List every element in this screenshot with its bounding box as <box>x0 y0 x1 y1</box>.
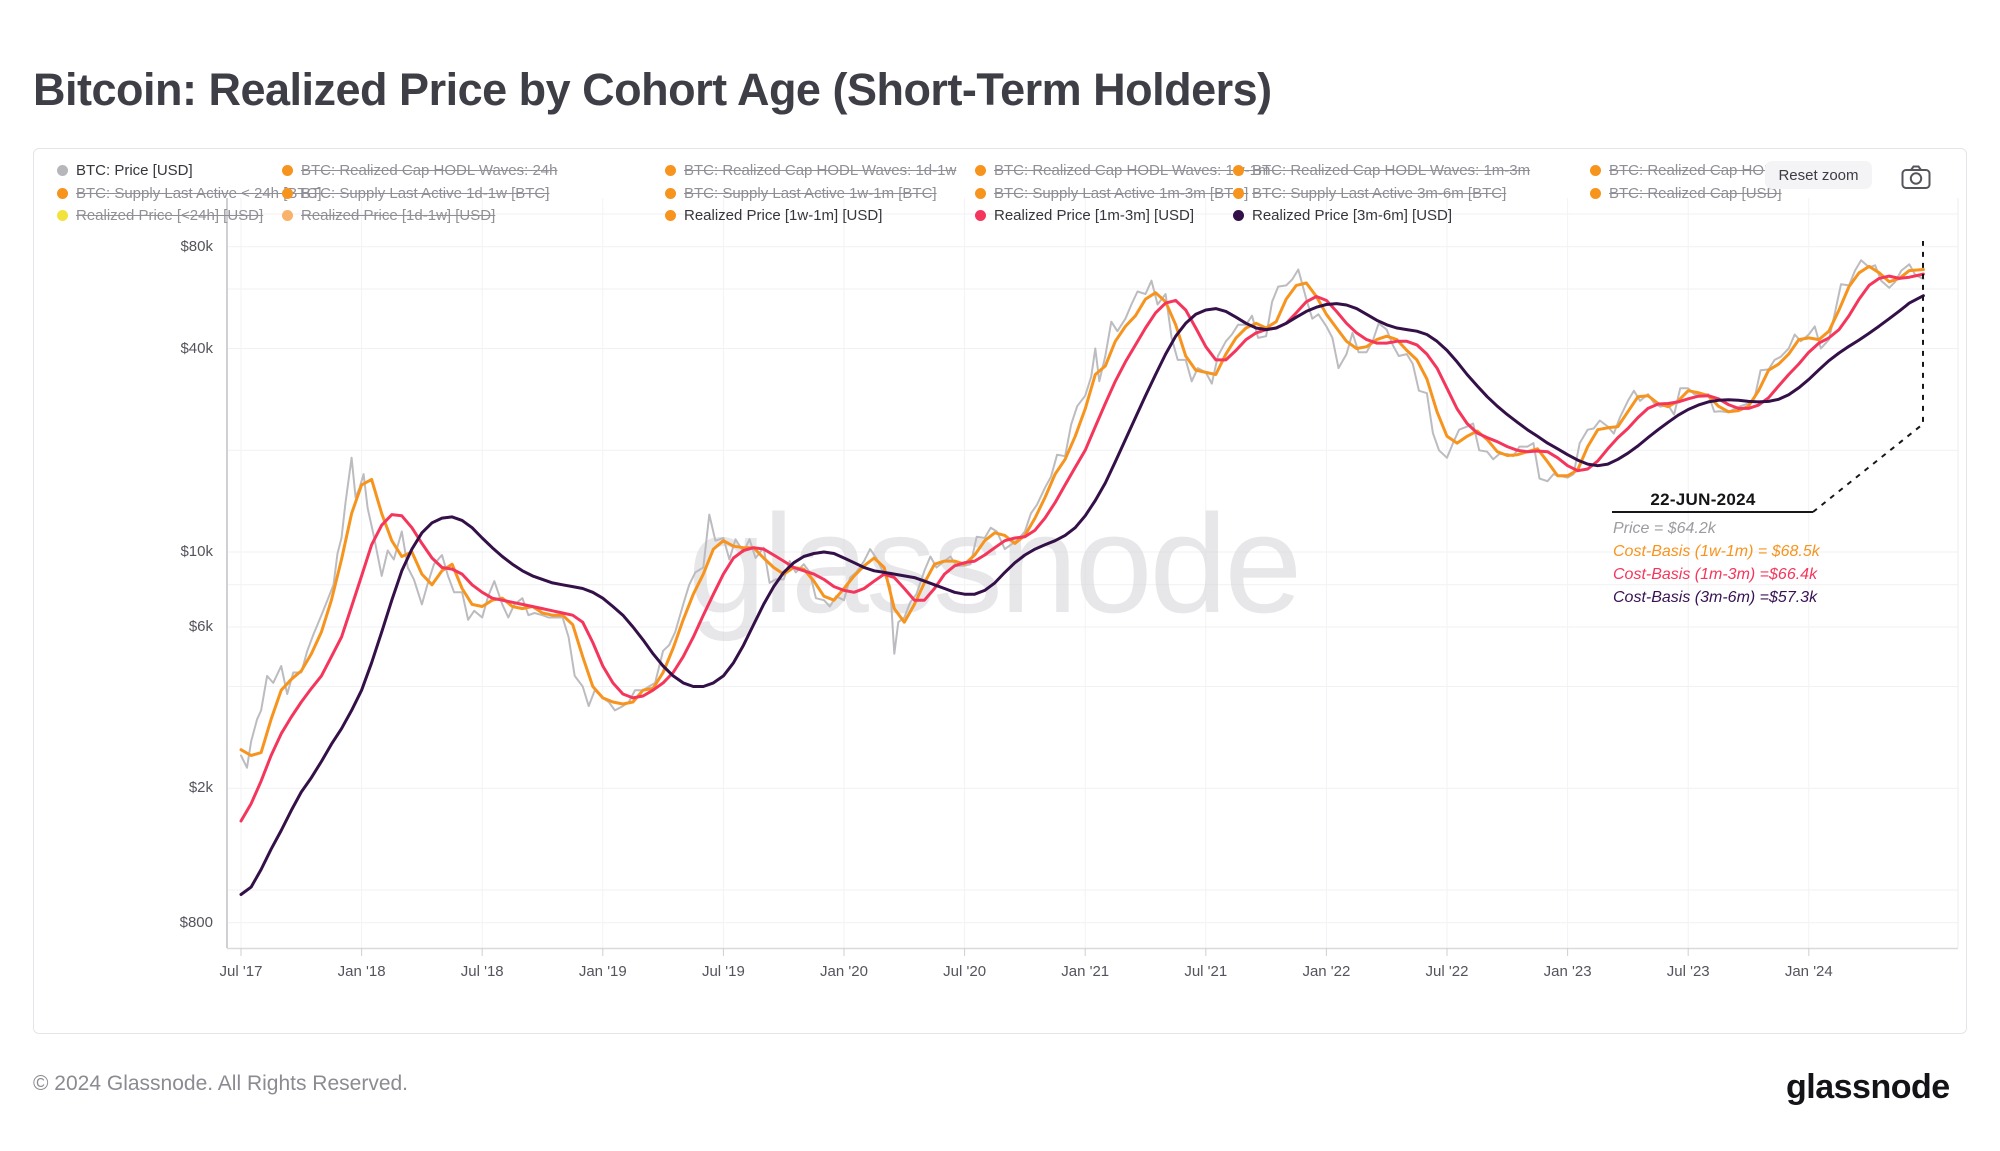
legend-series-dot-icon <box>1233 210 1244 221</box>
reset-zoom-button[interactable]: Reset zoom <box>1765 161 1872 189</box>
legend-series-dot-icon <box>282 187 293 199</box>
legend-series-dot-icon <box>1590 187 1601 199</box>
legend-series-dot-icon <box>975 165 986 176</box>
x-axis-tick-label: Jan '20 <box>820 963 868 980</box>
legend-item-label: Realized Price [3m-6m] [USD] <box>1252 207 1453 224</box>
legend-item[interactable]: BTC: Supply Last Active 1m-3m [BTC] <box>975 185 1248 202</box>
annotation-callout <box>1612 241 1924 513</box>
legend-item-label: BTC: Realized Cap HODL Waves: 1w-1m <box>994 162 1271 179</box>
legend-item-label: BTC: Realized Cap HODL Waves: 24h <box>301 162 558 179</box>
x-axis-tick-label: Jan '18 <box>337 963 386 980</box>
x-axis-tick-label: Jan '22 <box>1302 963 1351 980</box>
legend-item[interactable]: Realized Price [1m-3m] [USD] <box>975 207 1194 224</box>
legend-series-dot-icon <box>975 210 986 221</box>
annotation-dashed-arrow <box>1812 241 1924 513</box>
x-axis-tick-label: Jul '21 <box>1184 963 1228 980</box>
legend-item[interactable]: Realized Price [1w-1m] [USD] <box>665 207 882 224</box>
legend-item-label: BTC: Supply Last Active < 24h [BTC] <box>76 184 322 202</box>
annotation-value-line: Cost-Basis (1m-3m) =$66.4k <box>1613 566 1818 583</box>
legend-item[interactable]: Realized Price [1d-1w] [USD] <box>282 207 495 224</box>
legend-item[interactable]: BTC: Supply Last Active 3m-6m [BTC] <box>1233 185 1506 202</box>
annotation-value-line: Cost-Basis (1w-1m) = $68.5k <box>1613 543 1820 560</box>
legend-item[interactable]: BTC: Supply Last Active < 24h [BTC] <box>57 185 322 202</box>
x-axis-tick-label: Jul '19 <box>701 963 745 980</box>
legend-item-label: BTC: Realized Cap [USD] <box>1609 184 1782 202</box>
x-axis-tick-label: Jan '21 <box>1061 963 1110 980</box>
legend-series-dot-icon <box>975 187 986 199</box>
legend-series-dot-icon <box>57 187 68 199</box>
legend-series-dot-icon <box>1233 187 1244 199</box>
axes <box>226 198 1959 956</box>
glassnode-logo: glassnode <box>1786 1068 1950 1106</box>
y-axis-tick-label: $40k <box>180 339 213 357</box>
y-axis-tick-label: $10k <box>180 543 213 560</box>
y-axis-tick-label: $6k <box>188 617 213 635</box>
y-axis-tick-label: $80k <box>180 237 213 255</box>
y-axis-tick-label: $2k <box>188 779 213 797</box>
legend-item[interactable]: Realized Price [<24h] [USD] <box>57 207 263 224</box>
legend-series-dot-icon <box>57 210 68 221</box>
annotation-value-line: Cost-Basis (3m-6m) =$57.3k <box>1613 589 1818 606</box>
legend-item-label: Realized Price [1w-1m] [USD] <box>684 207 883 224</box>
legend-item-label: BTC: Supply Last Active 3m-6m [BTC] <box>1252 184 1507 202</box>
legend-item[interactable]: BTC: Supply Last Active 1d-1w [BTC] <box>282 185 549 202</box>
legend-series-dot-icon <box>1590 165 1601 176</box>
legend-item[interactable]: BTC: Realized Cap HODL Waves: 1m-3m <box>1233 162 1530 179</box>
series-rp-1w-1m-line <box>239 264 1925 757</box>
legend-item[interactable]: Realized Price [3m-6m] [USD] <box>1233 207 1452 224</box>
legend-series-dot-icon <box>282 210 293 221</box>
legend-item[interactable]: BTC: Realized Cap HODL Waves: 1w-1m <box>975 162 1270 179</box>
legend-series-dot-icon <box>665 187 676 199</box>
x-axis-tick-label: Jan '24 <box>1784 963 1833 980</box>
legend-series-dot-icon <box>282 165 293 176</box>
legend-item[interactable]: BTC: Supply Last Active 1w-1m [BTC] <box>665 185 937 202</box>
x-axis-tick-label: Jul '17 <box>219 963 263 980</box>
camera-icon[interactable] <box>1901 164 1931 195</box>
x-axis-tick-label: Jan '19 <box>578 963 627 980</box>
annotation-value-line: Price = $64.2k <box>1613 520 1716 537</box>
series-lines <box>239 259 1925 896</box>
x-axis-tick-label: Jul '18 <box>460 963 504 980</box>
x-axis-tick-label: Jul '20 <box>943 963 987 980</box>
legend-item-label: Realized Price [<24h] [USD] <box>76 207 264 224</box>
legend-item-label: Realized Price [1d-1w] [USD] <box>301 207 496 224</box>
legend-item-label: BTC: Supply Last Active 1m-3m [BTC] <box>994 184 1249 202</box>
legend-series-dot-icon <box>665 165 676 176</box>
legend-item-label: BTC: Realized Cap HODL Waves: 1d-1w <box>684 162 957 179</box>
legend-series-dot-icon <box>57 165 68 176</box>
legend-item-label: BTC: Realized Cap HODL V <box>1609 162 1770 179</box>
legend-item[interactable]: BTC: Realized Cap HODL Waves: 1d-1w <box>665 162 956 179</box>
y-axis-tick-label: $800 <box>179 913 213 931</box>
legend-item[interactable]: BTC: Realized Cap [USD] <box>1590 185 1782 202</box>
legend-item-label: BTC: Supply Last Active 1w-1m [BTC] <box>684 184 937 202</box>
legend-item[interactable]: BTC: Realized Cap HODL V <box>1590 162 1770 179</box>
series-rp-1m-3m-line <box>239 272 1925 823</box>
series-rp-3m-6m-line <box>239 294 1925 896</box>
watermark: glassnode <box>688 485 1299 642</box>
legend-item[interactable]: BTC: Realized Cap HODL Waves: 24h <box>282 162 558 179</box>
gridlines <box>227 198 1958 948</box>
page-title: Bitcoin: Realized Price by Cohort Age (S… <box>33 64 1272 116</box>
legend-item[interactable]: BTC: Price [USD] <box>57 162 193 179</box>
legend-item-label: BTC: Supply Last Active 1d-1w [BTC] <box>301 184 550 202</box>
footer-copyright: © 2024 Glassnode. All Rights Reserved. <box>33 1072 409 1095</box>
legend-series-dot-icon <box>665 210 676 221</box>
legend-item-label: Realized Price [1m-3m] [USD] <box>994 207 1195 224</box>
legend-series-dot-icon <box>1233 165 1244 176</box>
x-axis-tick-label: Jan '23 <box>1543 963 1592 980</box>
x-axis-tick-label: Jul '23 <box>1666 963 1710 980</box>
annotation-date: 22-JUN-2024 <box>1650 490 1756 509</box>
legend-item-label: BTC: Realized Cap HODL Waves: 1m-3m <box>1252 162 1531 179</box>
legend-item-label: BTC: Price [USD] <box>76 162 193 179</box>
x-axis-tick-label: Jul '22 <box>1425 963 1469 980</box>
